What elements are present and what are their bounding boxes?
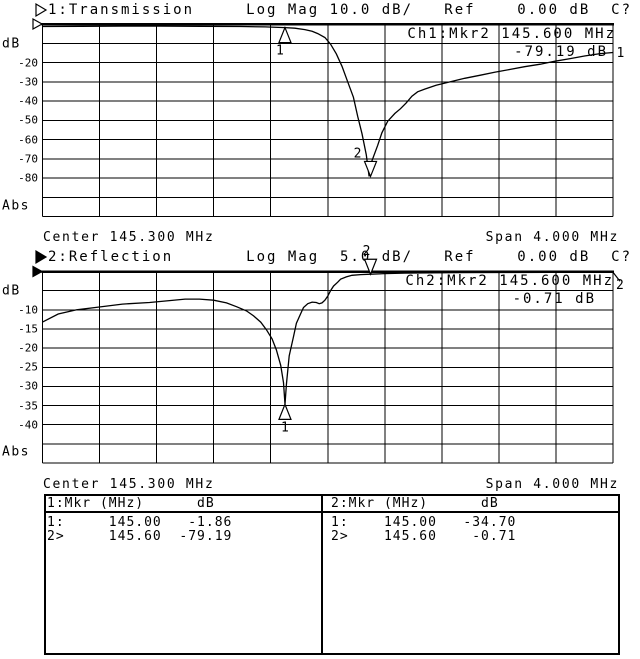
y-tick-label-Ch2--40: -40 [18,418,38,432]
y-tick-label-Ch1--20: -20 [18,56,38,69]
marker-number-Ch1-1: 1 [276,44,284,59]
ref-level-indicator-icon-Ch2 [32,265,44,278]
marker-table-divider [321,494,323,655]
y-tick-label-Ch1--40: -40 [18,94,38,108]
marker-table-ch1-row-1: 1: 145.00 -1.86 [47,515,233,530]
marker-table-ch2-row-2: 2> 145.60 -0.71 [331,529,517,544]
ch2-marker-readout-freq: Ch2:Mkr2 145.600 MHz [405,273,614,289]
y-axis-unit-Ch2: dB [2,283,21,299]
ch2-span-label: Span 4.000 MHz [485,477,619,492]
y-tick-label-Ch2--10: -10 [18,303,38,317]
ch1-center-label: Center 145.300 MHz [43,230,215,245]
y-tick-label-Ch1--60: -60 [18,133,38,146]
trace-number-label-Ch2: 2 [616,278,624,293]
y-tick-label-Ch2--30: -30 [18,379,38,393]
y-axis-abs-Ch1: Abs [2,198,30,214]
marker-number-Ch1-2: 2 [354,146,362,161]
marker-symbol-Ch1-2 [363,160,378,179]
ref-level-indicator-icon-Ch1 [32,17,44,31]
marker-symbol-Ch1-1 [278,25,292,44]
y-tick-label-Ch2--25: -25 [18,360,38,374]
ch1-marker-readout-freq: Ch1:Mkr2 145.600 MHz [407,26,616,42]
marker-number-Ch2-1: 1 [281,420,289,435]
ch2-title-line: 2:Reflection Log Mag 5.0 dB/ Ref 0.00 dB… [48,249,633,265]
title-channel-indicator-icon-Ch2 [35,249,48,265]
y-tick-label-Ch2--20: -20 [18,341,38,355]
y-tick-label-Ch1--70: -70 [18,152,38,166]
marker-table-ch2-header: 2:Mkr (MHz) dB [331,496,499,511]
marker-table-border [44,494,620,655]
title-channel-indicator-icon-Ch1 [35,2,48,18]
marker-table-header-underline [44,511,620,513]
y-tick-label-Ch1--50: -50 [18,113,38,127]
y-tick-label-Ch2--35: -35 [18,399,38,413]
y-axis-abs-Ch2: Abs [2,444,30,460]
ch1-span-label: Span 4.000 MHz [485,230,619,245]
trace-number-label-Ch1: 1 [617,46,625,61]
ch2-center-label: Center 145.300 MHz [43,477,215,492]
ch2-marker-readout-value: -0.71 dB [512,291,596,307]
marker-table-ch1-header: 1:Mkr (MHz) dB [47,496,215,511]
ch1-title-line: 1:Transmission Log Mag 10.0 dB/ Ref 0.00… [48,2,633,18]
y-tick-label-Ch2--15: -15 [18,322,38,336]
marker-table-ch1-row-2: 2> 145.60 -79.19 [47,529,233,544]
y-tick-label-Ch1--30: -30 [18,75,38,89]
marker-table-ch2-row-1: 1: 145.00 -34.70 [331,515,517,530]
marker-symbol-Ch2-1 [278,402,292,421]
ch1-marker-readout-value: -79.19 dB [514,44,608,60]
y-tick-label-Ch1--80: -80 [18,171,38,185]
y-axis-unit-Ch1: dB [2,36,21,52]
